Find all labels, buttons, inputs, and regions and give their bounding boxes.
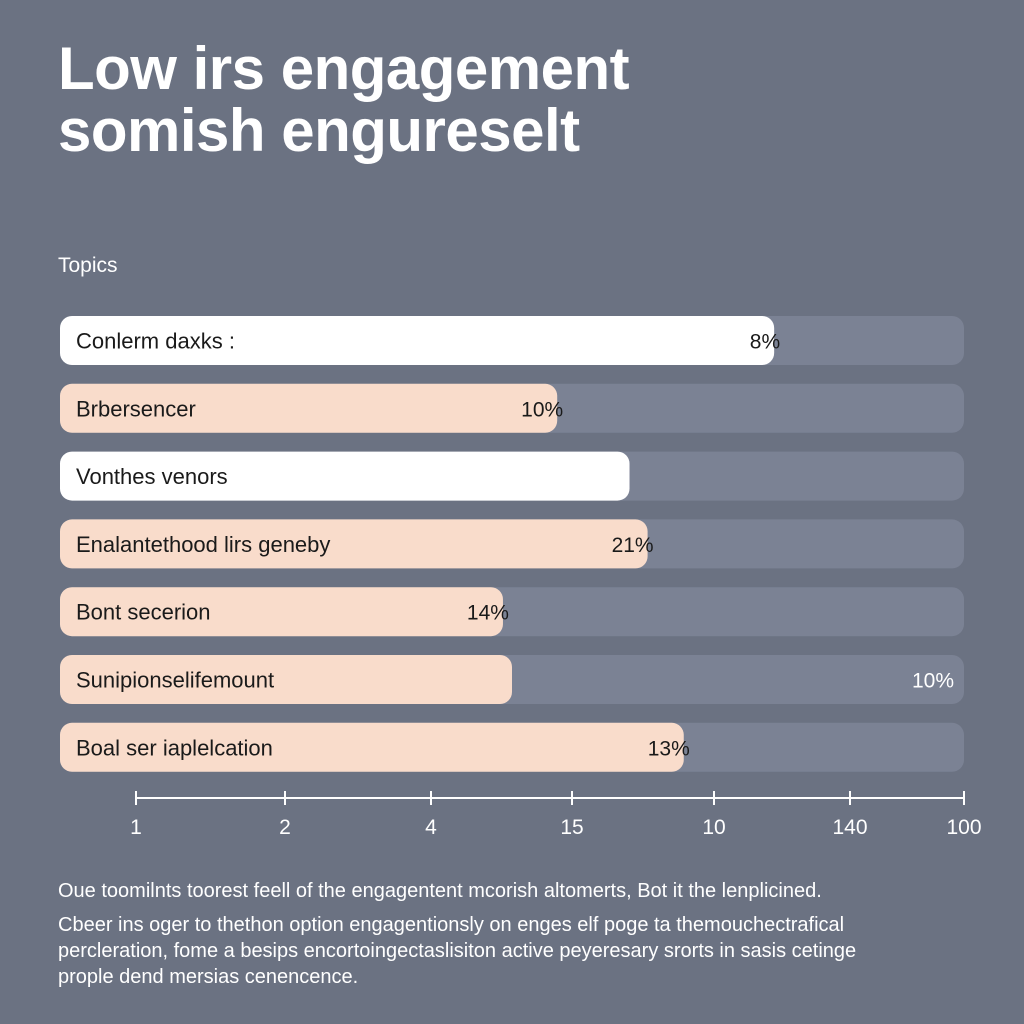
title-line-1: Low irs engagement (58, 35, 630, 102)
x-tick-label: 15 (560, 816, 583, 839)
category-label: Bont secerion (76, 600, 211, 625)
value-label: 10% (521, 398, 563, 421)
category-label: Conlerm daxks : (76, 329, 235, 354)
category-label: Enalantethood lirs geneby (76, 532, 330, 557)
bar-chart: Conlerm daxks : 8% Brbersencer 10% Vonthes v… (60, 316, 982, 839)
x-tick-label: 4 (425, 816, 437, 839)
page-title: Low irs engagement somish engureselt (58, 38, 978, 162)
bar (60, 316, 775, 365)
bar (60, 519, 648, 569)
bar (60, 383, 558, 433)
value-label: 13% (648, 737, 690, 760)
section-label: Topics (58, 254, 118, 277)
value-label: 21% (612, 534, 654, 557)
footnote-line-3: percleration, fome a besips encortoingec… (58, 940, 857, 962)
bar (60, 451, 630, 501)
x-tick-label: 2 (279, 816, 291, 839)
bar (60, 722, 684, 772)
category-label: Boal ser iaplelcation (76, 735, 273, 760)
footnote: Oue toomilnts toorest feell of the engag… (58, 878, 978, 990)
title-line-2: somish engureselt (58, 97, 580, 164)
x-tick-label: 140 (832, 816, 867, 839)
category-label: Sunipionselifemount (76, 668, 274, 693)
x-tick-label: 100 (946, 816, 981, 839)
value-label: 8% (750, 331, 780, 354)
x-tick-label: 1 (130, 816, 142, 839)
footnote-line-4: prople dend mersias cenencence. (58, 966, 359, 988)
category-label: Brbersencer (76, 396, 196, 421)
bar (60, 655, 512, 704)
footnote-line-1: Oue toomilnts toorest feell of the engag… (58, 880, 822, 902)
value-label: 14% (467, 602, 509, 625)
value-label: 10% (912, 670, 954, 693)
x-tick-label: 10 (702, 816, 725, 839)
footnote-line-2: Cbeer ins oger to thethon option engagen… (58, 914, 845, 936)
bar (60, 587, 503, 637)
category-label: Vonthes venors (76, 464, 228, 489)
